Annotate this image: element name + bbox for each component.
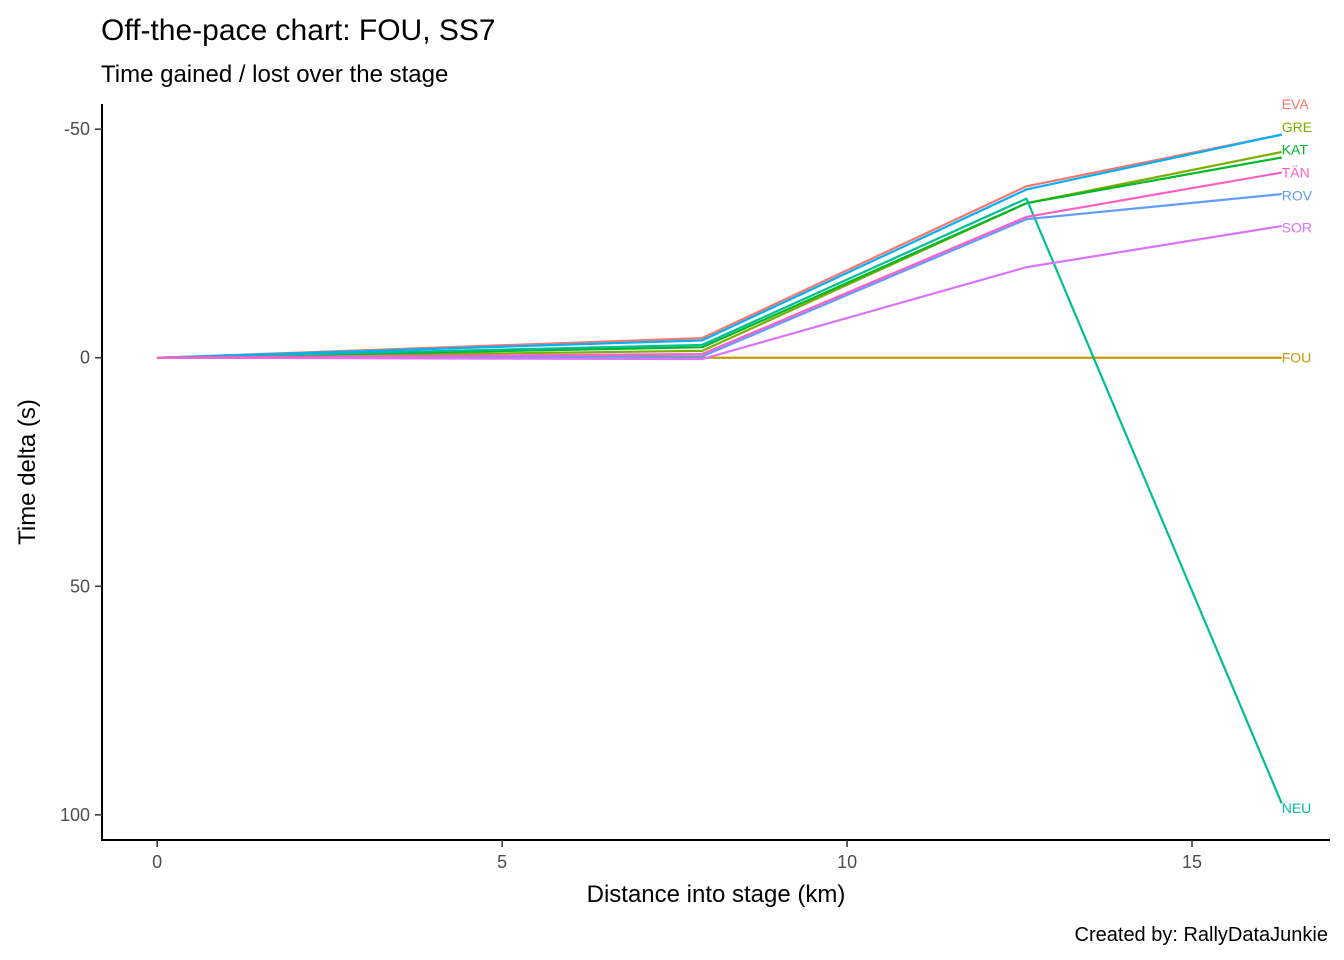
plot-lines [157,133,1283,804]
x-tick-label: 10 [837,852,857,872]
series-label-tan: TÄN [1282,165,1310,181]
chart-subtitle: Time gained / lost over the stage [101,61,448,88]
y-tick-label: 0 [80,348,90,368]
series-line-rov [157,192,1282,359]
series-label-gre: GRE [1282,119,1312,135]
y-axis-title: Time delta (s) [14,399,41,545]
series-line-neu [157,197,1283,804]
series-line-kat [157,156,1282,359]
series-label-rov: ROV [1282,187,1313,203]
x-tick-label: 5 [497,852,507,872]
series-line-eva [157,133,1282,359]
series-labels: EVA FOU GRE KAT NEU ROV SOR TÄN [1282,96,1313,816]
y-tick-label: 100 [60,805,90,825]
series-line-gre [157,150,1282,359]
series-line-tan [157,171,1282,359]
x-axis-title: Distance into stage (km) [587,881,846,908]
series-line-sor [157,224,1282,361]
x-tick-label: 0 [152,852,162,872]
series-label-neu: NEU [1282,800,1312,816]
chart-title: Off-the-pace chart: FOU, SS7 [101,14,496,47]
y-tick-label: 50 [70,576,90,596]
x-tick-label: 15 [1182,852,1202,872]
y-tick-label: -50 [64,119,90,139]
x-axis-ticks: 0 5 10 15 [152,840,1202,872]
series-line-unlabeled [157,133,1282,359]
series-label-eva: EVA [1282,96,1310,112]
series-label-kat: KAT [1282,142,1309,158]
y-axis-ticks: -50 0 50 100 [60,119,102,825]
chart-caption: Created by: RallyDataJunkie [1075,924,1328,946]
series-label-sor: SOR [1282,219,1312,235]
series-label-fou: FOU [1282,350,1312,366]
